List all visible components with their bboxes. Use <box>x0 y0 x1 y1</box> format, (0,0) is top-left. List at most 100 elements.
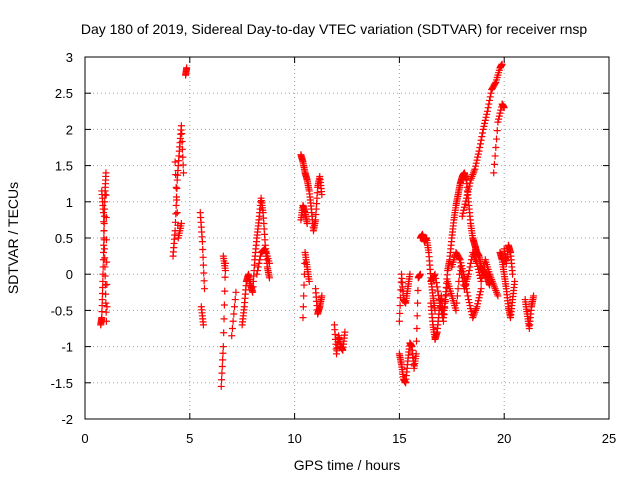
data-point <box>472 159 480 167</box>
data-point <box>479 267 487 275</box>
data-point <box>496 109 504 117</box>
data-point <box>102 317 110 325</box>
data-point <box>462 285 470 293</box>
data-point <box>435 291 443 299</box>
data-point <box>474 297 482 305</box>
data-point <box>200 277 208 285</box>
x-tick-label: 20 <box>497 431 511 446</box>
data-point <box>100 248 108 256</box>
data-point <box>465 182 473 190</box>
data-point <box>98 314 106 322</box>
data-point <box>178 130 186 138</box>
data-point <box>482 113 490 121</box>
data-point <box>103 303 111 311</box>
grid <box>85 57 609 419</box>
data-point <box>454 285 462 293</box>
data-point <box>178 145 186 153</box>
data-point <box>495 112 503 120</box>
data-point <box>218 369 226 377</box>
data-point <box>483 110 491 118</box>
y-tick-label: -1 <box>61 340 73 355</box>
data-point <box>221 287 229 295</box>
data-point <box>477 277 485 285</box>
data-point <box>442 297 450 305</box>
data-point <box>228 332 236 340</box>
data-point <box>474 153 482 161</box>
y-tick-label: 1 <box>66 195 73 210</box>
data-point <box>466 263 474 271</box>
data-point <box>101 281 109 289</box>
data-point <box>442 291 450 299</box>
data-point <box>254 263 262 271</box>
data-point <box>416 270 424 278</box>
data-point <box>465 270 473 278</box>
x-tick-label: 5 <box>186 431 193 446</box>
data-point <box>256 252 264 260</box>
data-point <box>460 274 468 282</box>
data-point <box>218 363 226 371</box>
data-point <box>460 203 468 211</box>
data-point <box>177 220 185 228</box>
data-point <box>467 259 475 267</box>
data-point <box>486 96 494 104</box>
chart-title: Day 180 of 2019, Sidereal Day-to-day VTE… <box>81 21 587 37</box>
data-point <box>463 191 471 199</box>
data-point <box>200 285 208 293</box>
x-tick-label: 0 <box>81 431 88 446</box>
data-point <box>228 325 236 332</box>
data-point <box>172 183 180 191</box>
data-point <box>230 310 238 318</box>
data-point <box>452 306 460 314</box>
data-point <box>473 303 481 311</box>
y-tick-label: -1.5 <box>51 376 73 391</box>
data-point <box>102 308 110 316</box>
data-point <box>300 281 308 289</box>
data-point <box>439 317 447 325</box>
data-point <box>458 262 466 270</box>
data-point <box>200 269 208 277</box>
x-tick-label: 15 <box>392 431 406 446</box>
data-point <box>430 271 438 279</box>
data-point <box>472 162 480 170</box>
data-point <box>530 292 538 300</box>
data-point <box>180 169 188 177</box>
data-point <box>102 169 110 177</box>
data-point <box>99 277 107 285</box>
data-point <box>490 160 498 168</box>
data-point <box>220 301 228 309</box>
data-point <box>396 302 404 310</box>
data-point <box>406 270 414 278</box>
y-tick-label: 0 <box>66 267 73 282</box>
data-point <box>460 206 468 214</box>
data-point <box>461 200 469 208</box>
data-point <box>493 135 501 143</box>
data-point <box>397 278 405 286</box>
data-point <box>99 209 107 217</box>
data-point <box>219 356 227 364</box>
data-point <box>453 299 461 307</box>
data-point <box>102 213 110 221</box>
data-point <box>220 315 228 323</box>
data-point <box>475 294 483 302</box>
data-point <box>465 185 473 193</box>
data-point <box>461 277 469 285</box>
data-point <box>199 321 207 329</box>
data-point <box>101 254 109 262</box>
y-tick-label: 3 <box>66 50 73 65</box>
data-point <box>476 274 484 282</box>
data-point <box>217 382 225 390</box>
data-point <box>439 314 447 322</box>
data-point <box>494 118 502 126</box>
data-point <box>473 259 481 267</box>
data-point <box>465 296 473 304</box>
data-point <box>98 296 106 304</box>
data-point <box>441 304 449 312</box>
data-point <box>232 288 240 296</box>
data-point <box>199 245 207 253</box>
y-tick-label: 2 <box>66 122 73 137</box>
data-point <box>395 317 403 325</box>
data-point <box>456 256 464 264</box>
data-point <box>471 165 479 173</box>
data-point <box>98 308 106 316</box>
